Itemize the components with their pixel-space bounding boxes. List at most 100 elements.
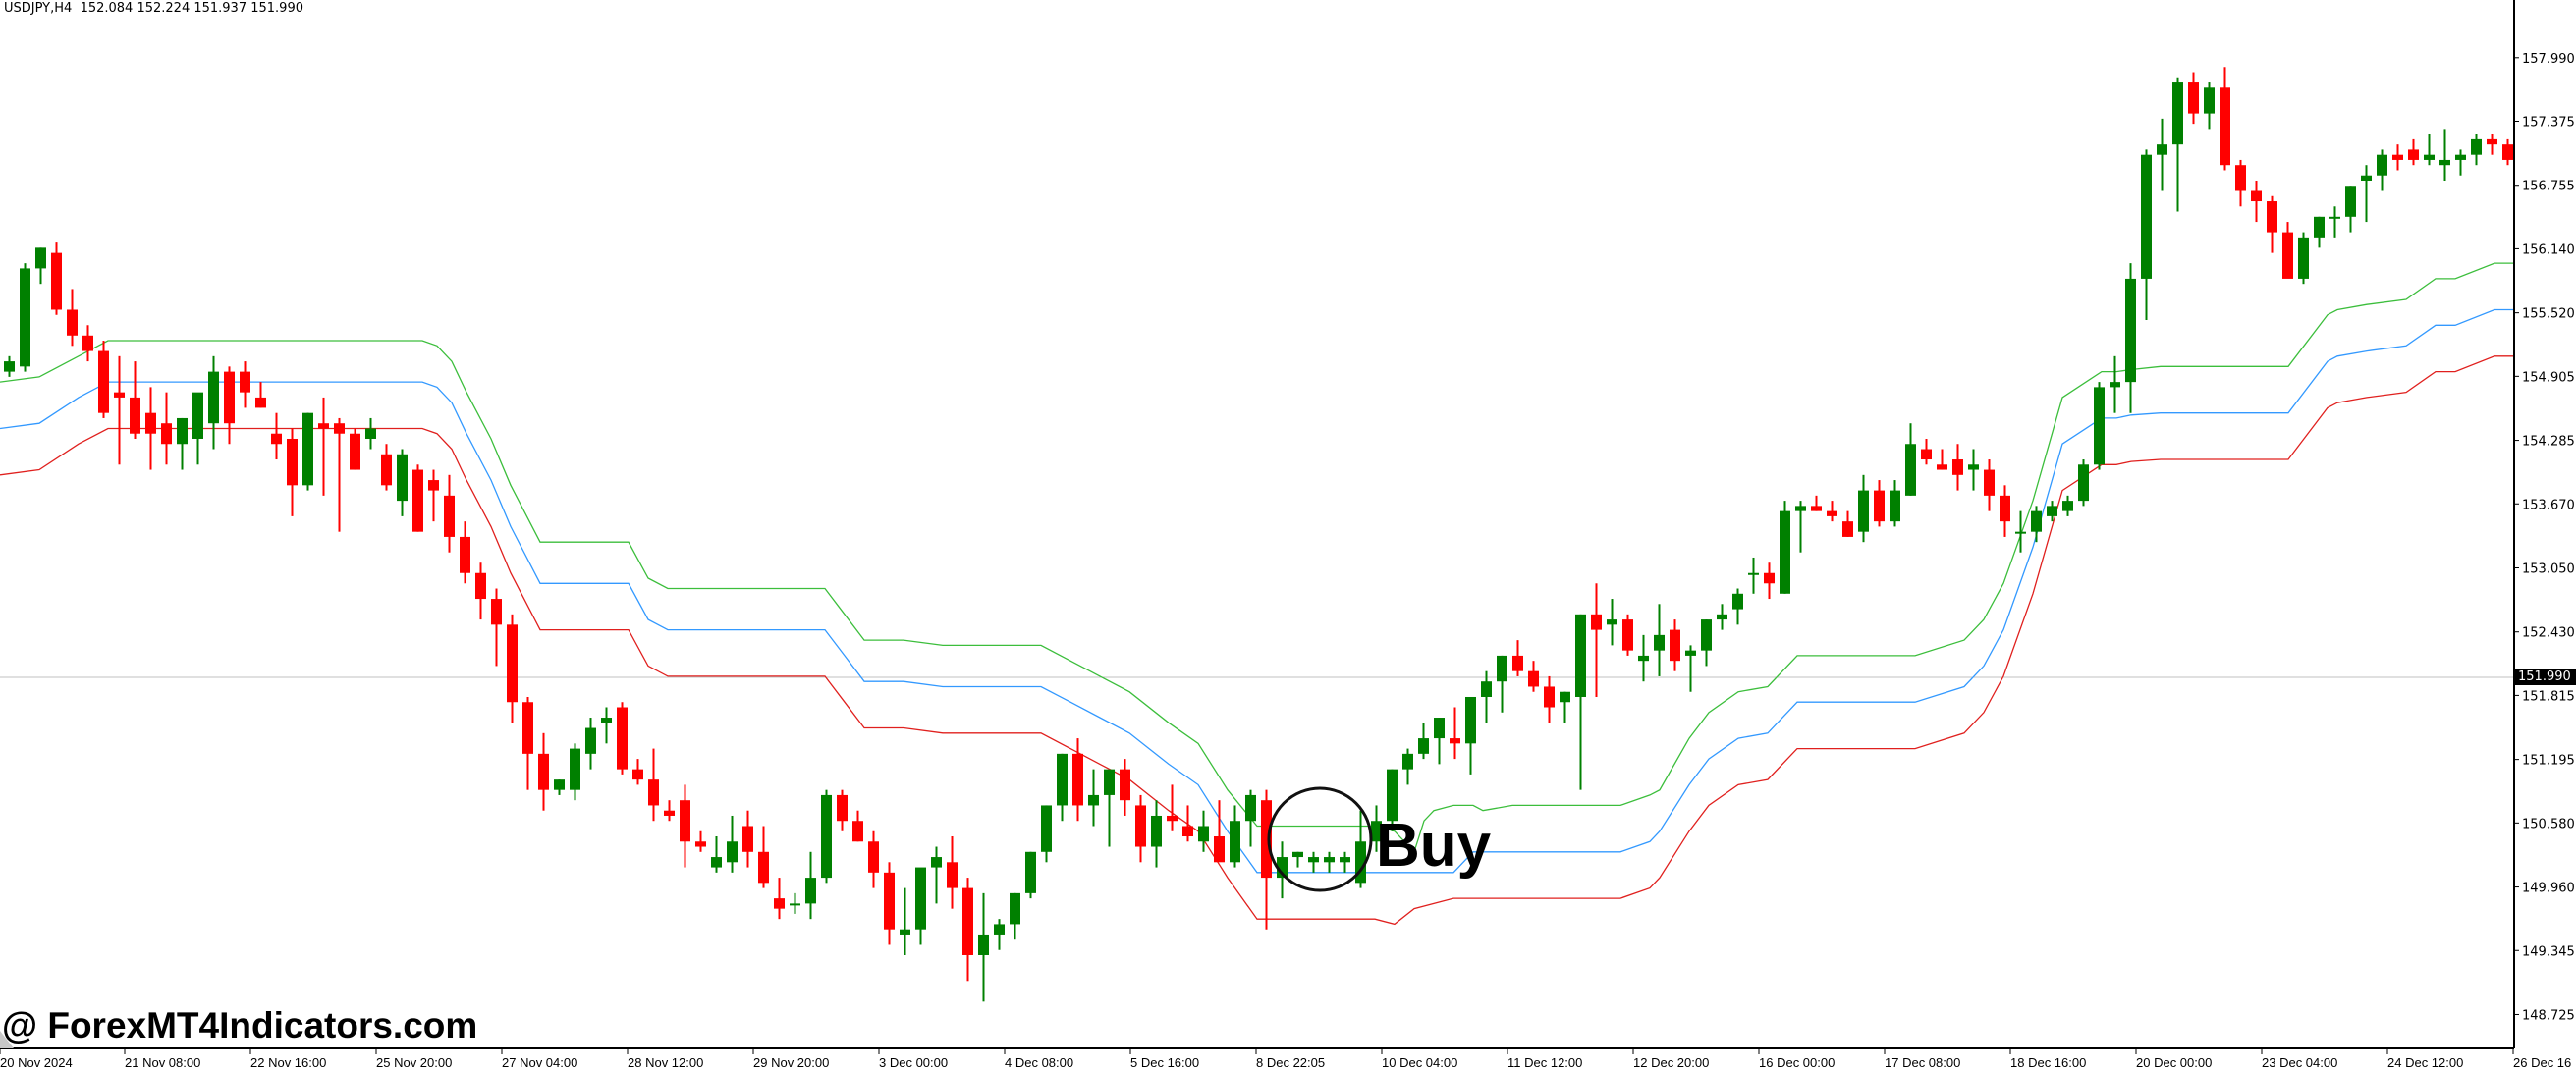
- candle: [1167, 784, 1178, 831]
- candle: [554, 779, 565, 795]
- candle: [224, 366, 235, 445]
- candle: [2220, 67, 2230, 171]
- candle: [1497, 655, 1507, 713]
- candle: [287, 428, 298, 516]
- candle: [648, 748, 659, 822]
- candle: [1968, 449, 1979, 491]
- candle: [2235, 159, 2246, 207]
- candle: [2188, 72, 2199, 125]
- candle: [334, 417, 345, 532]
- candle: [1465, 696, 1476, 775]
- candle: [2329, 206, 2340, 238]
- candle: [145, 387, 156, 470]
- candle: [805, 851, 816, 920]
- candle: [2487, 134, 2497, 155]
- candle: [947, 836, 958, 909]
- candle: [51, 242, 62, 315]
- candle: [1340, 851, 1350, 873]
- time-tick-label: 24 Dec 12:00: [2387, 1055, 2463, 1070]
- candle: [1890, 480, 1900, 527]
- candle: [632, 759, 643, 785]
- candle: [978, 892, 989, 1002]
- candle: [884, 862, 895, 945]
- candle: [1261, 789, 1272, 930]
- candle: [507, 614, 518, 723]
- candle: [790, 892, 800, 914]
- candle: [1560, 691, 1570, 723]
- candle: [1654, 604, 1665, 676]
- candle: [2267, 195, 2277, 253]
- price-tick-label: 156.140: [2522, 242, 2575, 257]
- candle: [2015, 510, 2026, 553]
- candle: [208, 355, 219, 450]
- candle: [1874, 480, 1885, 527]
- candle: [1858, 474, 1869, 543]
- candle: [2141, 149, 2152, 321]
- candle: [2439, 129, 2450, 181]
- candle: [2282, 222, 2293, 279]
- candle: [82, 325, 93, 362]
- candle: [1450, 707, 1460, 760]
- time-tick-label: 20 Dec 00:00: [2136, 1055, 2212, 1070]
- candle: [664, 800, 675, 822]
- time-tick-label: 17 Dec 08:00: [1885, 1055, 1960, 1070]
- candle: [1182, 805, 1193, 842]
- candle: [130, 361, 140, 439]
- candle: [1355, 810, 1366, 888]
- candle: [2157, 118, 2167, 191]
- candle: [1591, 583, 1602, 697]
- candle: [161, 392, 172, 465]
- symbol-timeframe: USDJPY,H4: [4, 1, 73, 16]
- candle: [900, 887, 910, 955]
- watermark-text: @ ForexMT4Indicators.com: [2, 1005, 478, 1045]
- candle: [2251, 180, 2262, 223]
- candle: [192, 392, 203, 465]
- candle: [1292, 851, 1303, 868]
- candle: [1827, 501, 1837, 522]
- candle: [852, 810, 863, 842]
- candle: [522, 696, 533, 790]
- candle: [1214, 800, 1225, 863]
- time-tick-label: 8 Dec 22:05: [1256, 1055, 1325, 1070]
- price-tick-label: 149.345: [2522, 944, 2575, 959]
- candle: [2110, 355, 2120, 413]
- current-price-badge: 151.990: [2515, 669, 2576, 685]
- candle: [428, 469, 439, 522]
- price-tick-label: 154.285: [2522, 435, 2575, 450]
- price-tick-label: 155.520: [2522, 307, 2575, 322]
- candle: [585, 718, 596, 770]
- corner-marker: [0, 1031, 14, 1048]
- time-tick-label: 12 Dec 20:00: [1633, 1055, 1709, 1070]
- candle: [1135, 794, 1146, 863]
- candle: [114, 355, 125, 465]
- candle: [1120, 759, 1130, 816]
- time-tick-label: 5 Dec 16:00: [1130, 1055, 1199, 1070]
- price-tick-label: 151.195: [2522, 754, 2575, 769]
- candle: [1528, 661, 1539, 692]
- time-tick-label: 26 Dec 16: [2513, 1055, 2571, 1070]
- candle: [2392, 144, 2403, 171]
- candle: [1685, 645, 1696, 692]
- price-tick-label: 148.725: [2522, 1008, 2575, 1023]
- candle: [1324, 851, 1335, 873]
- candle: [1952, 444, 1963, 491]
- candle: [837, 789, 848, 831]
- candle: [1795, 501, 1806, 553]
- time-tick-label: 20 Nov 2024: [0, 1055, 73, 1070]
- candle: [2408, 138, 2419, 166]
- candle: [1638, 634, 1649, 682]
- price-tick-label: 151.815: [2522, 689, 2575, 704]
- candle: [1088, 769, 1099, 827]
- candle: [1041, 805, 1052, 863]
- candle: [1575, 614, 1586, 790]
- candle: [1984, 459, 1995, 511]
- candle: [758, 826, 769, 888]
- price-tick-label: 156.755: [2522, 180, 2575, 194]
- price-tick-label: 157.990: [2522, 52, 2575, 67]
- candle: [2345, 186, 2356, 233]
- price-tick-label: 154.905: [2522, 370, 2575, 385]
- candle: [915, 867, 926, 945]
- time-tick-label: 23 Dec 04:00: [2262, 1055, 2337, 1070]
- candle: [1512, 640, 1523, 676]
